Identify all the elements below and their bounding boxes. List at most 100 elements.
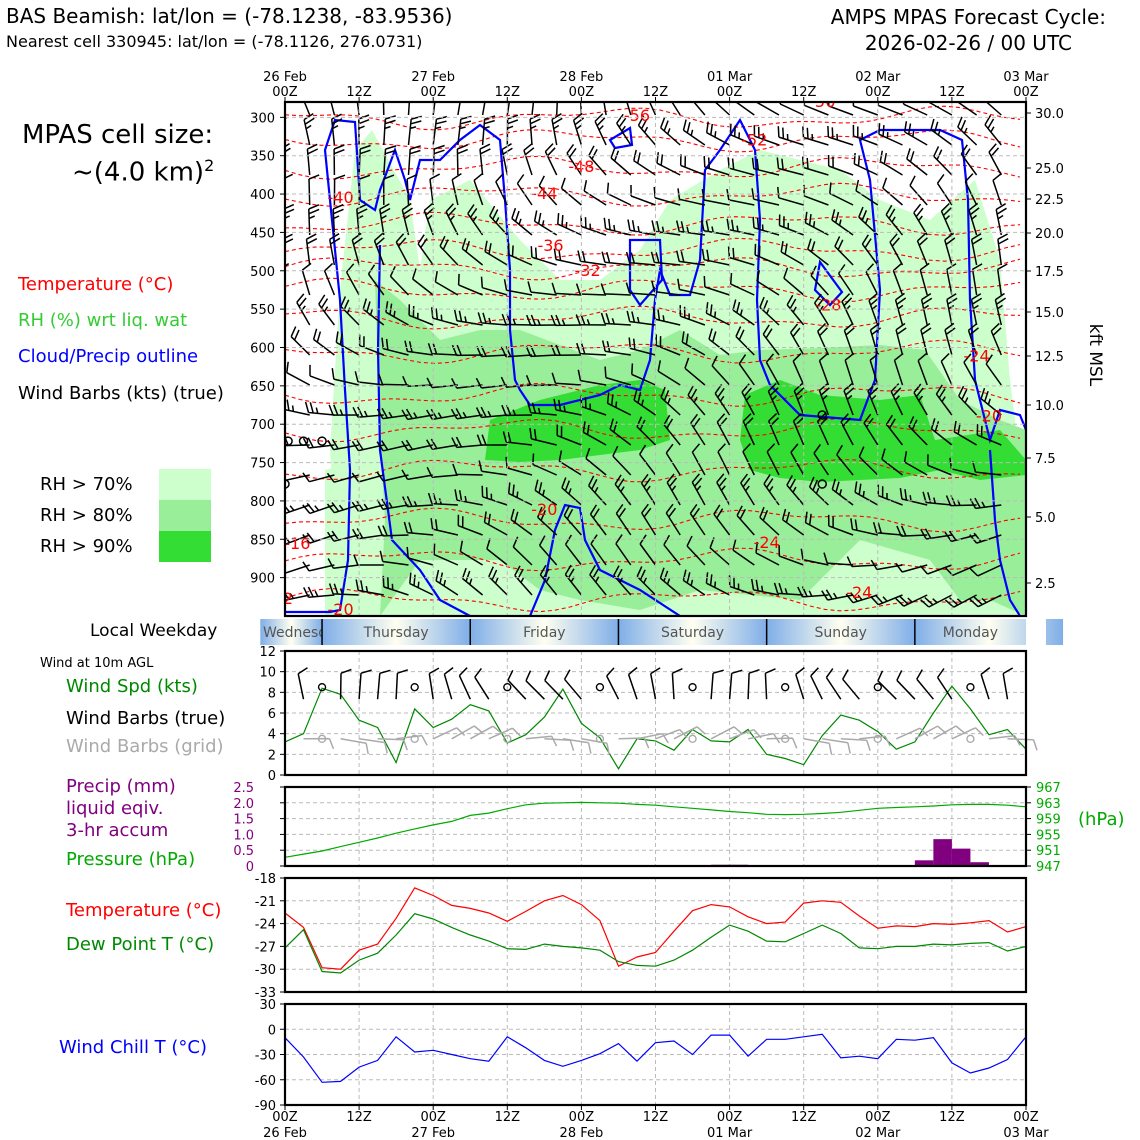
cross-section-wind-barb [940,202,953,236]
true-wind-barb [544,670,564,700]
cross-section-wind-barb [970,293,983,326]
cross-section-wind-barb [594,113,607,146]
cross-section-wind-barb [997,233,1009,266]
cross-section-wind-barb [964,173,978,206]
cloud-outline-pocket-2 [628,238,664,307]
cross-section-wind-barb [682,119,706,146]
cross-section-wind-barb [741,383,755,416]
cross-section-wind-barb [389,265,410,296]
true-wind-barb [795,667,805,700]
top-hour-label: 12Z [495,85,521,100]
height-tick-label: 12.5 [1035,350,1064,365]
cross-section-wind-barb [705,121,730,146]
cross-section-wind-barb [777,186,804,206]
cross-section-wind-barb [949,457,977,476]
pressure-tick-label: 350 [250,150,275,165]
cross-section-wind-barb [870,594,903,606]
cross-section-wind-barb [969,497,1002,510]
precip-bar [970,862,989,866]
cross-section-wind-barb [530,246,557,266]
cross-section-wind-barb [786,475,805,506]
cross-section-wind-barb [555,102,559,116]
cross-section-wind-barb [401,408,434,421]
legend-swatch-rh90 [159,531,211,562]
grid-wind-barb [562,738,592,754]
cross-section-wind-barb [742,413,755,446]
cloud-outline-pocket [813,259,844,307]
cross-section-wind-barb [657,360,681,386]
cross-section-wind-barb [362,298,385,326]
cross-section-wind-barb [450,408,483,420]
cross-section-wind-barb [577,369,607,386]
cross-section-wind-barb [861,234,879,266]
temperature-contour-label: -52 [741,130,767,149]
cross-section-wind-barb [818,352,830,386]
pressure-tick-label: 700 [250,418,275,433]
cloud-outline-main [285,117,1026,614]
cross-section-wind-barb [550,344,582,357]
cross-section-wind-barb [606,182,632,206]
true-calm-marker [503,682,512,692]
cross-section-wind-barb [735,326,755,356]
cross-section-wind-barb [379,550,409,566]
cross-section-wind-barb [640,473,657,506]
cross-section-wind-barb [285,595,286,596]
bottom-date-label: 01 Mar [707,1126,753,1140]
cross-section-wind-barb [881,448,903,476]
cross-section-wind-barb [890,383,904,416]
cross-section-wind-barb [778,214,804,236]
cross-section-wind-barb [451,172,462,206]
legend-rh80: RH > 80% [40,505,133,526]
cross-section-wind-barb [944,232,956,266]
cross-section-wind-barb [305,233,318,266]
cross-section-wind-barb [333,144,345,176]
true-wind-barb [458,667,471,700]
cross-section-wind-barb [495,173,508,206]
cross-section-wind-barb [328,583,360,596]
cross-section-wind-barb [615,534,632,566]
true-wind-barb [376,669,391,700]
true-wind-barb [825,668,842,700]
cross-section-wind-barb [351,232,363,266]
cross-section-wind-barb [626,310,656,326]
grid-calm-marker [688,734,697,744]
cross-section-wind-barb [892,262,904,296]
cross-section-wind-barb [894,292,907,326]
precip-tick-label: 0.5 [233,844,254,859]
cross-section-wind-barb [792,352,805,386]
cross-section-wind-barb [767,382,780,416]
legend-wind-speed: Wind Spd (kts) [66,676,198,697]
cross-section-wind-barb [729,123,755,146]
cross-section-wind-barb [580,395,607,416]
cross-section-wind-barb [877,102,903,116]
cross-section-wind-barb [575,283,607,296]
cross-section-wind-barb [430,307,459,326]
bottom-date-label: 27 Feb [411,1126,455,1140]
bottom-hour-label: 12Z [939,1110,965,1125]
cross-section-wind-barb [439,235,459,266]
panel-frame [283,876,1028,994]
grid-wind-barb [488,727,521,740]
cross-section-wind-barb [550,314,582,327]
cross-section-wind-barb [827,514,854,536]
cross-section-wind-barb [461,238,484,266]
cross-section-wind-barb [639,444,657,476]
dewpoint-line [284,913,1027,974]
cross-section-wind-barb [729,273,755,296]
cross-section-wind-barb [353,554,384,566]
true-wind-barb [606,667,620,700]
cross-section-wind-barb [963,353,978,386]
cross-section-wind-barb [302,561,335,572]
cross-section-wind-barb [432,115,448,146]
grid-calm-marker [317,734,327,744]
cross-section-wind-barb [401,439,434,452]
cross-section-wind-barb [762,324,780,356]
cross-section-wind-barb [665,443,681,476]
bottom-date-label: 02 Mar [855,1126,901,1140]
true-wind-barb [936,668,953,700]
cross-section-wind-barb [309,364,335,386]
cross-section-wind-barb [501,313,533,326]
weekday-label: Local Weekday [90,621,218,641]
top-hour-label: 00Z [865,85,891,100]
pressure-tick-label: 959 [1036,813,1061,828]
